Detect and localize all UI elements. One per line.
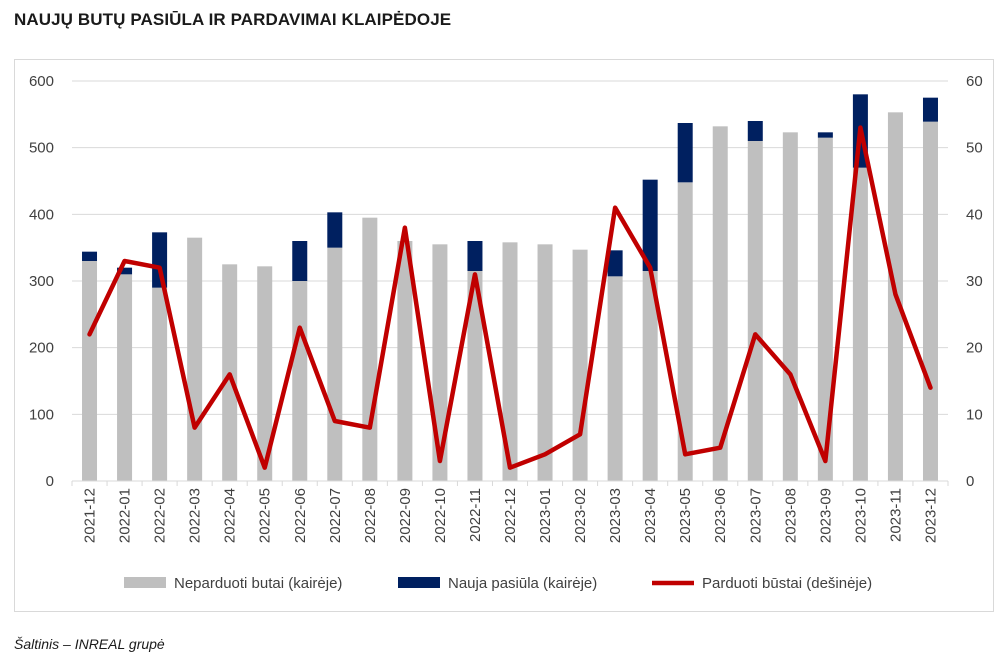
x-tick-label: 2023-08 [782,488,799,543]
bar-unsold [922,121,938,482]
x-tick-label: 2023-01 [537,488,554,543]
y-right-tick-label: 10 [966,406,983,423]
legend-swatch-unsold [124,577,166,588]
bar-unsold [327,247,343,481]
bar-new-supply [747,121,763,141]
x-tick-label: 2022-02 [152,488,169,543]
y-right-tick-label: 30 [966,273,983,290]
y-left-tick-label: 0 [46,473,54,490]
x-tick-label: 2022-07 [327,488,344,543]
y-right-tick-label: 20 [966,340,983,357]
bar-new-supply [817,132,833,138]
bar-new-supply [82,251,98,261]
x-tick-label: 2022-12 [502,488,519,543]
bar-unsold [817,137,833,481]
legend-label-new-supply: Nauja pasiūla (kairėje) [448,575,597,592]
bar-unsold [117,274,133,481]
bar-unsold [852,167,868,481]
axes: 0 100 200 300 400 500 600 0 10 20 30 40 50 60 2021-12 2… [29,73,983,543]
bar-unsold [187,237,203,481]
x-tick-label: 2023-05 [677,488,694,543]
x-tick-label: 2022-05 [257,488,274,543]
x-tick-label: 2023-04 [642,488,659,543]
x-tick-label: 2023-03 [607,488,624,543]
y-left-tick-label: 600 [29,73,54,90]
x-tick-label: 2022-06 [292,488,309,543]
bar-unsold [677,182,693,482]
bar-new-supply [607,250,623,277]
chart-frame [14,59,994,612]
bar-new-supply [117,267,133,275]
chart-title: NAUJŲ BUTŲ PASIŪLA IR PARDAVIMAI KLAIPĖD… [14,10,452,29]
legend: Neparduoti butai (kairėje) Nauja pasiūla … [124,575,872,592]
y-left-tick-label: 400 [29,206,54,223]
x-tick-label: 2022-11 [467,488,484,542]
bar-unsold [747,141,763,481]
bar-unsold [642,271,658,481]
bar-unsold [362,217,378,481]
x-tick-label: 2022-08 [362,488,379,543]
x-tick-label: 2022-03 [187,488,204,543]
x-tick-label: 2023-10 [852,488,869,543]
legend-swatch-new-supply [398,577,440,588]
bar-unsold [572,249,588,481]
y-right-tick-label: 40 [966,206,983,223]
x-tick-label: 2023-12 [922,488,939,543]
y-left-tick-label: 100 [29,406,54,423]
bar-new-supply [467,241,483,271]
x-tick-label: 2023-02 [572,488,589,543]
y-left-tick-label: 500 [29,140,54,157]
source-note: Šaltinis – INREAL grupė [14,636,165,652]
x-tick-label: 2022-04 [222,488,239,543]
bar-new-supply [327,212,343,248]
bar-unsold [502,242,518,481]
bar-new-supply [152,232,168,288]
y-right-tick-label: 60 [966,73,983,90]
y-left-tick-label: 200 [29,340,54,357]
x-tick-label: 2023-09 [817,488,834,543]
legend-label-sold: Parduoti būstai (dešinėje) [702,575,872,592]
bar-unsold [712,126,728,481]
x-tick-label: 2023-06 [712,488,729,543]
x-tick-label: 2023-07 [747,488,764,543]
bar-new-supply [922,97,938,122]
legend-label-unsold: Neparduoti butai (kairėje) [174,575,342,592]
y-right-tick-label: 50 [966,140,983,157]
x-tick-label: 2022-01 [117,488,134,543]
bar-new-supply [642,179,658,271]
x-tick-label: 2021-12 [82,488,99,543]
bar-unsold [467,271,483,481]
bar-unsold [152,287,168,481]
y-right-tick-label: 0 [966,473,974,490]
bar-unsold [432,244,448,481]
x-tick-label: 2023-11 [887,488,904,542]
bars [82,94,938,482]
y-left-tick-label: 300 [29,273,54,290]
sold-line [87,125,933,470]
bar-unsold [257,266,273,481]
bar-unsold [292,281,308,481]
bar-unsold [537,244,553,481]
x-tick-label: 2022-10 [432,488,449,543]
bar-unsold [397,241,413,481]
bar-unsold [607,276,623,481]
bar-unsold [82,261,98,481]
bar-new-supply [677,123,693,183]
bar-unsold [782,132,798,482]
x-tick-label: 2022-09 [397,488,414,543]
bar-new-supply [292,241,308,281]
